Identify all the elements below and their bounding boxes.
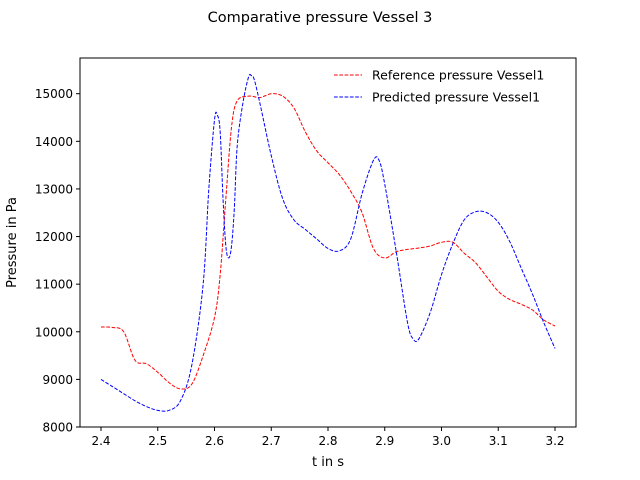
x-tick-label: 3.0 (432, 434, 451, 448)
x-tick-label: 3.2 (545, 434, 564, 448)
legend: Reference pressure Vessel1 Predicted pres… (334, 68, 544, 105)
x-tick-label: 2.6 (205, 434, 224, 448)
y-tick-label: 12000 (35, 230, 73, 244)
series-line-1 (100, 93, 556, 390)
y-tick-label: 10000 (35, 325, 73, 339)
x-tick-label: 2.5 (148, 434, 167, 448)
y-tick-label: 13000 (35, 182, 73, 196)
plot-area (80, 58, 576, 427)
y-tick-label: 15000 (35, 87, 73, 101)
x-tick-label: 2.4 (91, 434, 110, 448)
series-layer (100, 73, 556, 412)
axes-layer: 2.4 2.5 2.6 2.7 2.8 2.9 3.0 3.1 3.2 8000 9000 10000… (35, 87, 565, 448)
legend-label-2: Predicted pressure Vessel1 (372, 90, 540, 105)
y-tick-label: 14000 (35, 135, 73, 149)
y-axis-label: Pressure in Pa (5, 197, 20, 288)
y-tick-label: 11000 (35, 278, 73, 292)
x-tick-label: 2.7 (262, 434, 281, 448)
x-tick-label: 3.1 (489, 434, 508, 448)
chart-title: Comparative pressure Vessel 3 (208, 10, 433, 26)
series-line-2 (100, 73, 556, 412)
legend-label-1: Reference pressure Vessel1 (372, 68, 544, 83)
y-tick-label: 8000 (42, 421, 73, 435)
y-tick-label: 9000 (42, 373, 73, 387)
x-tick-label: 2.8 (318, 434, 337, 448)
x-tick-label: 2.9 (375, 434, 394, 448)
x-axis-label: t in s (312, 455, 344, 470)
plot-frame (79, 57, 577, 428)
